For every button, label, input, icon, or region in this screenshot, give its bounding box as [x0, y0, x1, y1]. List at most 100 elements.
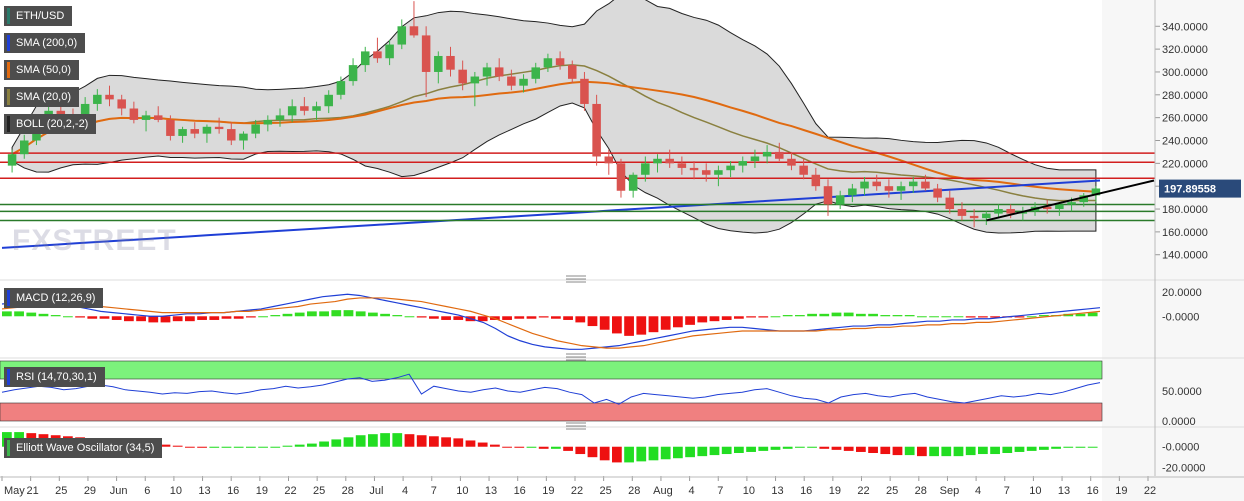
candle-body: [848, 188, 857, 196]
x-tick-label: Jun: [110, 485, 128, 497]
ewo-bar: [624, 446, 634, 463]
x-tick-label: Aug: [653, 485, 673, 497]
candle-body: [689, 167, 699, 171]
candle-body: [458, 69, 467, 84]
legend-macd[interactable]: MACD (12,26,9): [4, 288, 104, 308]
ewo-bar: [709, 446, 720, 456]
macd-histogram-bar: [941, 316, 952, 318]
candle-body: [933, 188, 942, 198]
x-tick-label: 10: [1029, 485, 1041, 497]
candle-body: [1079, 195, 1088, 203]
ewo-bar: [1063, 446, 1074, 448]
legend-sma20[interactable]: SMA (20,0): [4, 87, 80, 107]
legend-sma50[interactable]: SMA (50,0): [4, 60, 80, 80]
candle-body: [251, 124, 260, 134]
legend-ewo[interactable]: Elliott Wave Oscillator (34,5): [4, 438, 163, 458]
candle-body: [105, 94, 114, 100]
ewo-bar: [563, 446, 573, 451]
ewo-bar: [465, 440, 476, 447]
legend-boll[interactable]: BOLL (20,2,-2): [4, 114, 97, 134]
ewo-bar: [416, 435, 427, 447]
ewo-bar: [685, 446, 695, 458]
macd-histogram-bar: [965, 316, 976, 318]
x-tick-label: 25: [886, 485, 898, 497]
ewo-bar: [514, 446, 525, 448]
ewo-bar: [282, 445, 293, 447]
x-tick-label: 16: [1087, 485, 1099, 497]
ewo-bar: [612, 446, 622, 463]
macd-histogram-bar: [282, 313, 293, 317]
macd-histogram-bar: [2, 311, 12, 317]
ewo-tick-label: -0.0000: [1162, 442, 1199, 454]
x-tick-label: 28: [628, 485, 640, 497]
macd-histogram-bar: [551, 316, 561, 319]
macd-histogram-bar: [526, 316, 537, 319]
candle-body: [835, 195, 845, 205]
ewo-bar: [843, 446, 854, 451]
x-tick-label: 13: [485, 485, 497, 497]
ewo-bar: [697, 446, 708, 457]
ewo-bar: [172, 445, 183, 447]
ewo-bar: [185, 446, 195, 448]
macd-histogram-bar: [807, 313, 817, 317]
ewo-bar: [197, 446, 207, 448]
ewo-bar: [429, 436, 439, 447]
candle-body: [360, 51, 370, 66]
candle-body: [239, 133, 248, 141]
ewo-bar: [917, 446, 927, 457]
candle-body: [409, 26, 419, 36]
x-tick-label: 7: [431, 485, 437, 497]
macd-histogram-bar: [355, 311, 366, 317]
legend-pair[interactable]: ETH/USD: [4, 6, 73, 26]
candle-body: [397, 26, 407, 45]
candle-body: [1042, 206, 1052, 210]
macd-histogram-bar: [380, 313, 390, 317]
candle-body: [494, 67, 504, 77]
macd-histogram-bar: [319, 311, 329, 317]
macd-histogram-bar: [990, 316, 1000, 318]
macd-histogram-bar: [978, 316, 988, 318]
candle-body: [20, 140, 29, 155]
price-tick-label: 140.0000: [1162, 250, 1208, 262]
x-tick-label: 10: [170, 485, 182, 497]
x-tick-label: 25: [313, 485, 325, 497]
macd-histogram-bar: [441, 316, 451, 320]
legend-sma200[interactable]: SMA (200,0): [4, 33, 86, 53]
macd-histogram-bar: [782, 315, 793, 317]
candle-body: [787, 158, 796, 166]
price-tick-label: 260.0000: [1162, 113, 1208, 125]
ewo-bar: [233, 446, 244, 448]
macd-histogram-bar: [343, 310, 354, 317]
macd-histogram-bar: [770, 316, 781, 318]
macd-panel: [1, 293, 1101, 350]
candle-body: [324, 94, 333, 107]
macd-histogram-bar: [734, 316, 744, 319]
candle-body: [1055, 204, 1064, 210]
price-tick-label: 300.0000: [1162, 67, 1208, 79]
macd-histogram-bar: [1039, 315, 1049, 317]
macd-histogram-bar: [721, 316, 732, 320]
x-tick-label: 7: [717, 485, 723, 497]
candle-body: [799, 165, 808, 175]
legend-rsi[interactable]: RSI (14,70,30,1): [4, 367, 105, 387]
candle-body: [263, 119, 273, 125]
macd-histogram-bar: [795, 315, 805, 317]
candle-body: [726, 165, 735, 171]
ewo-bar: [941, 446, 952, 457]
legend-sma200-label: SMA (200,0): [16, 37, 78, 49]
ewo-bar: [734, 446, 744, 453]
macd-histogram-bar: [197, 316, 207, 320]
ewo-bar: [758, 446, 769, 451]
ewo-bar: [648, 446, 659, 461]
candle-body: [287, 106, 297, 116]
ewo-bar: [831, 446, 842, 450]
candle-body: [628, 174, 638, 191]
macd-histogram-bar: [111, 316, 122, 320]
macd-histogram-bar: [209, 316, 220, 320]
x-tick-label: 28: [342, 485, 354, 497]
x-tick-label: 22: [284, 485, 296, 497]
sma200-line: [1, 179, 1101, 249]
candle-body: [190, 129, 200, 134]
ewo-bar: [319, 441, 329, 447]
x-tick-label: Sep: [940, 485, 960, 497]
